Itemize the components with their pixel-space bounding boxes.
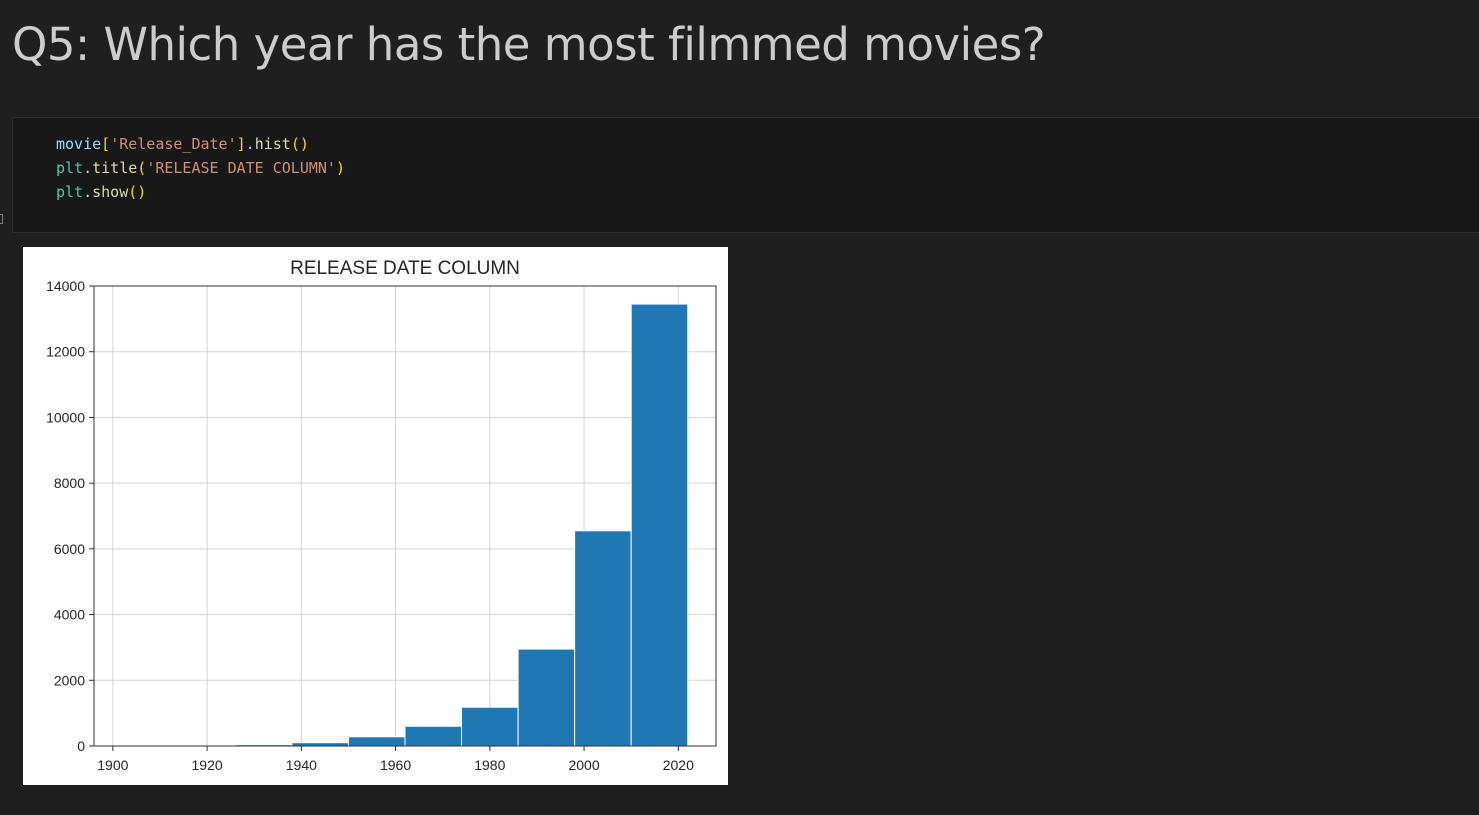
chart-title: RELEASE DATE COLUMN [290, 258, 520, 279]
code-token: [ [101, 135, 111, 153]
cell-status-marker[interactable] [0, 214, 3, 224]
histogram-bar [404, 725, 463, 747]
x-tick-label: 1960 [380, 757, 411, 773]
histogram-bar [517, 648, 576, 747]
code-token: 'RELEASE DATE COLUMN' [146, 159, 336, 177]
histogram-bar [347, 736, 406, 747]
code-token: show [92, 183, 129, 201]
y-tick-label: 12000 [46, 344, 85, 360]
code-line-2: plt.title('RELEASE DATE COLUMN') [56, 156, 345, 180]
y-tick-label: 4000 [54, 607, 85, 623]
cell-output: 1900 1920 1940 1960 1980 2000 2020 0 2000 4000 600… [23, 247, 728, 785]
y-tick-label: 8000 [54, 475, 85, 491]
bar-layer [121, 303, 689, 747]
x-tick-label: 1920 [192, 757, 223, 773]
tick-layer: 1900 1920 1940 1960 1980 2000 2020 0 2000 4000 600… [46, 278, 694, 773]
x-tick-label: 1980 [474, 757, 505, 773]
histogram-bar [574, 530, 632, 747]
histogram-bar [461, 706, 519, 747]
code-token: . [83, 183, 93, 201]
y-tick-label: 6000 [54, 541, 85, 557]
x-tick-label: 1940 [286, 757, 317, 773]
code-token: . [245, 135, 255, 153]
code-token: () [128, 183, 147, 201]
code-line-1: movie['Release_Date'].hist() [56, 132, 345, 156]
code-token: plt [56, 159, 84, 177]
x-tick-label: 1900 [97, 757, 128, 773]
code-token: . [83, 159, 93, 177]
plot-frame [93, 285, 717, 747]
x-tick-label: 2000 [568, 757, 599, 773]
histogram-bar [630, 303, 689, 747]
code-token: 'Release_Date' [110, 135, 237, 153]
code-token: movie [56, 135, 102, 153]
markdown-heading: Q5: Which year has the most filmmed movi… [12, 18, 1046, 71]
y-tick-label: 10000 [46, 409, 85, 425]
code-cell[interactable]: movie['Release_Date'].hist() plt.title('R… [12, 117, 1479, 233]
grid-layer [94, 285, 716, 747]
code-token: ) [335, 159, 345, 177]
code-line-3: plt.show() [56, 180, 345, 204]
y-tick-label: 2000 [54, 672, 85, 688]
x-tick-label: 2020 [663, 757, 694, 773]
y-tick-label: 0 [77, 738, 85, 754]
code-token: () [290, 135, 309, 153]
y-tick-label: 14000 [46, 278, 85, 294]
code-token: plt [56, 183, 84, 201]
histogram-chart: 1900 1920 1940 1960 1980 2000 2020 0 2000 4000 600… [46, 258, 717, 773]
code-token: ] [236, 135, 246, 153]
code-token: ( [137, 159, 147, 177]
code-editor[interactable]: movie['Release_Date'].hist() plt.title('R… [56, 132, 345, 204]
code-token: title [92, 159, 138, 177]
code-token: hist [254, 135, 291, 153]
